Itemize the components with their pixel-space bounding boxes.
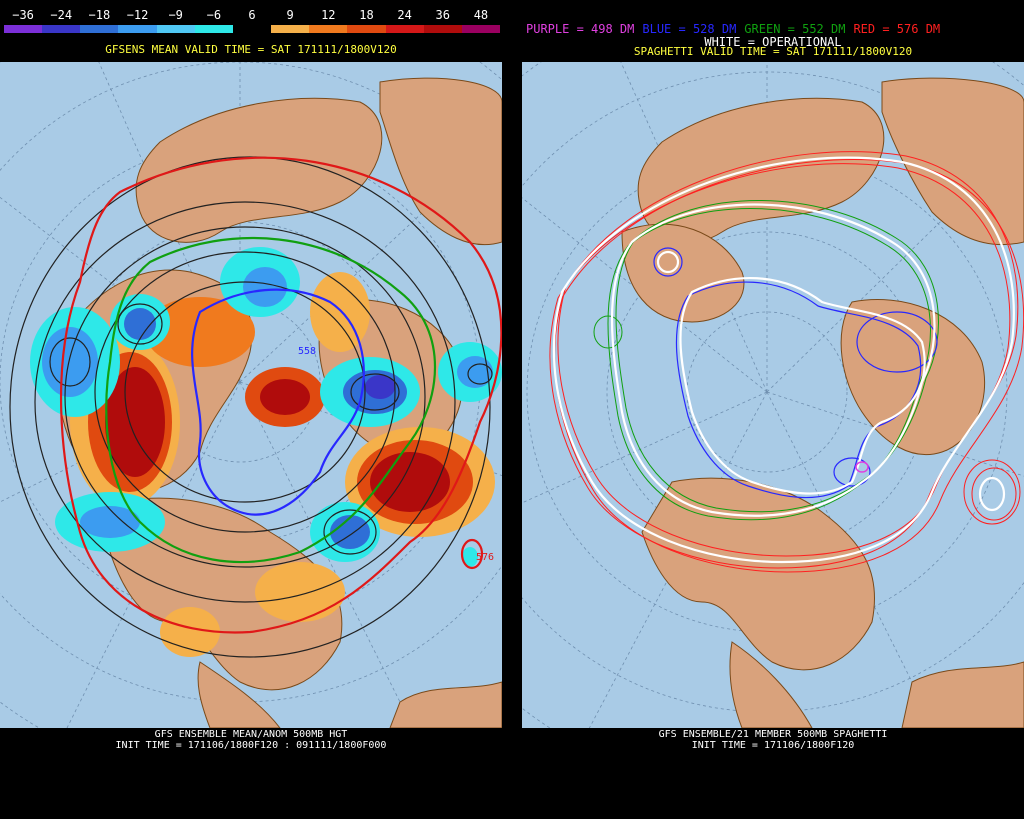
right-footer-init: INIT TIME = 171106/1800F120 (691, 740, 855, 751)
colorbar-swatch (194, 25, 233, 33)
colorbar-label: 48 (473, 8, 489, 22)
colorbar-swatch (232, 25, 272, 33)
operational-run (552, 156, 1015, 564)
colorbar-label: 6 (248, 8, 256, 22)
colorbar-swatch (156, 25, 195, 33)
legend-entry: RED = 576 DM (853, 22, 941, 36)
colorbar-label: −12 (126, 8, 149, 22)
spaghetti-panel: PURPLE = 498 DM BLUE = 528 DM GREEN = 552 … (522, 0, 1024, 819)
colorbar-swatch (118, 25, 157, 33)
ensemble-mean-map: 558 576 (0, 62, 502, 728)
spaghetti-legend: PURPLE = 498 DM BLUE = 528 DM GREEN = 552 … (526, 22, 1024, 36)
colorbar-swatch (42, 25, 81, 33)
colorbar-swatch (271, 25, 310, 33)
panel-gutter (502, 0, 522, 819)
ensemble-mean-map-svg: 558 576 (0, 62, 502, 728)
colorbar-label: −36 (12, 8, 34, 22)
colorbar-swatch (80, 25, 119, 33)
colorbar-swatch (4, 25, 43, 33)
ensemble-mean-panel: −36 −24 −18 −12 −9 −6 6 9 12 18 24 36 48 GFSENS MEAN… (0, 0, 502, 819)
contour-label-576: 576 (476, 552, 494, 563)
colorbar-swatch (385, 25, 424, 33)
height-contours (9, 156, 493, 658)
colorbar-label: 18 (359, 8, 374, 22)
operational-legend: WHITE = OPERATIONAL (704, 35, 842, 49)
right-footer-title: GFS ENSEMBLE/21 MEMBER 500MB SPAGHETTI (658, 729, 888, 740)
anomaly-colorbar: −36 −24 −18 −12 −9 −6 6 9 12 18 24 36 48 (4, 8, 501, 33)
colorbar-label: −18 (88, 8, 111, 22)
contour-label-558: 558 (298, 346, 316, 357)
colorbar-swatch (309, 25, 348, 33)
landmass-right (621, 77, 1024, 728)
colorbar-swatch (347, 25, 386, 33)
key-contours (59, 156, 502, 634)
spaghetti-498 (855, 461, 869, 473)
spaghetti-map-svg (522, 62, 1024, 728)
colorbar-label: 24 (397, 8, 412, 22)
colorbar-label: 36 (435, 8, 450, 22)
colorbar-swatch (461, 25, 501, 33)
landmass (56, 77, 502, 728)
legend-entry: BLUE = 528 DM (642, 22, 737, 36)
colorbar-label: 9 (286, 8, 294, 22)
right-valid-time: SPAGHETTI VALID TIME = SAT 171111/1800V1… (633, 45, 913, 58)
colorbar-labels: −36 −24 −18 −12 −9 −6 6 9 12 18 24 36 48 (4, 8, 500, 22)
colorbar-label: 12 (321, 8, 336, 22)
legend-entry: PURPLE = 498 DM (526, 22, 635, 36)
colorbar-label: −24 (50, 8, 73, 22)
anomaly-fills (30, 247, 502, 657)
colorbar-label: −6 (206, 8, 222, 22)
legend-entry: GREEN = 552 DM (744, 22, 846, 36)
left-valid-time: GFSENS MEAN VALID TIME = SAT 171111/1800… (105, 43, 397, 56)
colorbar-swatch (423, 25, 462, 33)
colorbar-label: −9 (168, 8, 183, 22)
left-footer-init: INIT TIME = 171106/1800F120 : 091111/180… (115, 740, 387, 751)
spaghetti-map (522, 62, 1024, 728)
colorbar-swatches (4, 25, 501, 33)
left-footer-title: GFS ENSEMBLE MEAN/ANOM 500MB HGT (154, 729, 348, 740)
